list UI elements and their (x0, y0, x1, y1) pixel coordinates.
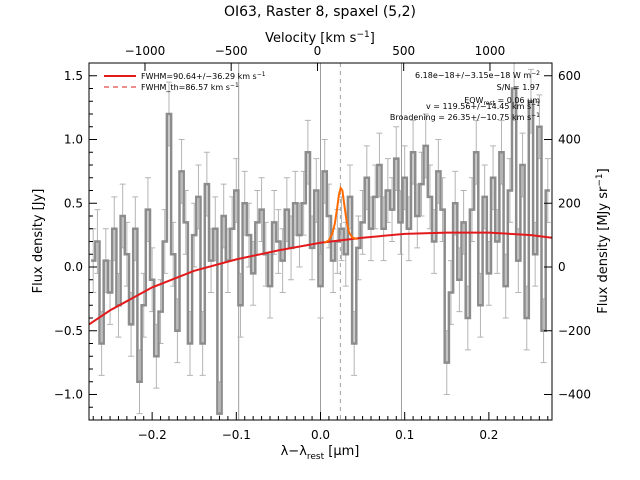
annotation-broadening-text: Broadening = 26.35+/−10.75 km s (390, 113, 531, 122)
annotation-flux: 6.18e−18+/−3.15e−18 W m−2 (415, 70, 540, 80)
annotation-broadening-sup: −1 (531, 112, 540, 119)
annotation-velocity-text: v = 119.56+/−14.45 km s (426, 102, 531, 111)
legend-fit-label-sup: −1 (257, 71, 266, 78)
annotation-eqw: EQWrest = 0.06 μm (464, 96, 540, 107)
legend-fit-label-text: FWHM=90.64+/−36.29 km s (141, 72, 257, 81)
x-axis-label-unit: [μm] (324, 444, 359, 459)
top-tick-label-2: 0 (314, 44, 322, 58)
annotation-flux-text: 6.18e−18+/−3.15e−18 W m (415, 71, 531, 80)
annotation-flux-sup: −2 (531, 70, 540, 77)
right-axis-label-sup: −1 (595, 173, 605, 186)
top-tick-label-3: 500 (392, 44, 415, 58)
right-tick-label-0: −400 (558, 388, 591, 402)
legend-th-label: FWHM_th=86.57 km s−1 (141, 82, 239, 92)
right-axis-label-end: ] (596, 168, 611, 173)
annotations: 6.18e−18+/−3.15e−18 W m−2 S/N = 1.97 EQW… (390, 70, 540, 122)
continuum-fit-line (89, 231, 552, 326)
x-axis-label-sub: rest (307, 452, 325, 462)
y-tick-label-4: 1.0 (64, 133, 83, 147)
right-axis-label: Flux density [MJy sr−1] (595, 168, 611, 313)
top-axis-label-sup: −1 (356, 30, 369, 40)
x-axis-label-main: λ−λ (281, 444, 308, 459)
right-tick-label-2: 0 (558, 260, 566, 274)
top-tick-label-4: 1000 (475, 44, 506, 58)
legend-th-label-text: FWHM_th=86.57 km s (141, 83, 230, 92)
annotation-eqw-tail: = 0.06 μm (495, 96, 540, 105)
line-fit-curve (324, 185, 358, 244)
right-tick-label-1: −200 (558, 324, 591, 338)
x-tick-label-3: 0.1 (395, 428, 414, 442)
axis-ticks: −0.2 −0.1 0.0 0.1 0.2−1.0−0.50.00.51.01.5−10… (54, 44, 591, 442)
y-tick-label-5: 1.5 (64, 69, 83, 83)
x-tick-label-4: 0.2 (479, 428, 498, 442)
annotation-snr: S/N = 1.97 (497, 83, 540, 92)
legend: FWHM=90.64+/−36.29 km s−1 FWHM_th=86.57 … (104, 71, 266, 92)
x-axis-label: λ−λrest [μm] (281, 444, 360, 462)
right-axis-label-main: Flux density [MJy sr (596, 186, 611, 314)
top-axis-label-end: ] (370, 31, 375, 46)
x-tick-label-0: −0.2 (138, 428, 167, 442)
x-tick-label-1: −0.1 (222, 428, 251, 442)
top-axis-label-main: Velocity [km s (265, 31, 357, 46)
right-tick-label-4: 400 (558, 133, 581, 147)
annotation-eqw-text: EQW (464, 96, 483, 105)
right-tick-label-3: 200 (558, 196, 581, 210)
annotation-eqw-sub: rest (483, 100, 495, 107)
top-tick-label-1: −500 (215, 44, 248, 58)
y-tick-label-2: 0.0 (64, 260, 83, 274)
annotation-velocity-sup: −1 (531, 101, 540, 108)
legend-th-label-sup: −1 (230, 82, 239, 89)
top-axis-label: Velocity [km s−1] (265, 30, 375, 46)
y-tick-label-1: −0.5 (54, 324, 83, 338)
chart-title: OI63, Raster 8, spaxel (5,2) (224, 4, 416, 20)
top-tick-label-0: −1000 (125, 44, 166, 58)
annotation-velocity: v = 119.56+/−14.45 km s−1 (426, 101, 540, 111)
right-tick-label-5: 600 (558, 69, 581, 83)
x-tick-label-2: 0.0 (311, 428, 330, 442)
fit-group (89, 185, 552, 326)
y-tick-label-3: 0.5 (64, 196, 83, 210)
y-axis-label: Flux density [Jy] (31, 189, 46, 294)
annotation-broadening: Broadening = 26.35+/−10.75 km s−1 (390, 112, 540, 122)
y-tick-label-0: −1.0 (54, 388, 83, 402)
legend-fit-label: FWHM=90.64+/−36.29 km s−1 (141, 71, 266, 81)
spectrum-line (91, 87, 550, 415)
spectrum-group (91, 87, 550, 415)
